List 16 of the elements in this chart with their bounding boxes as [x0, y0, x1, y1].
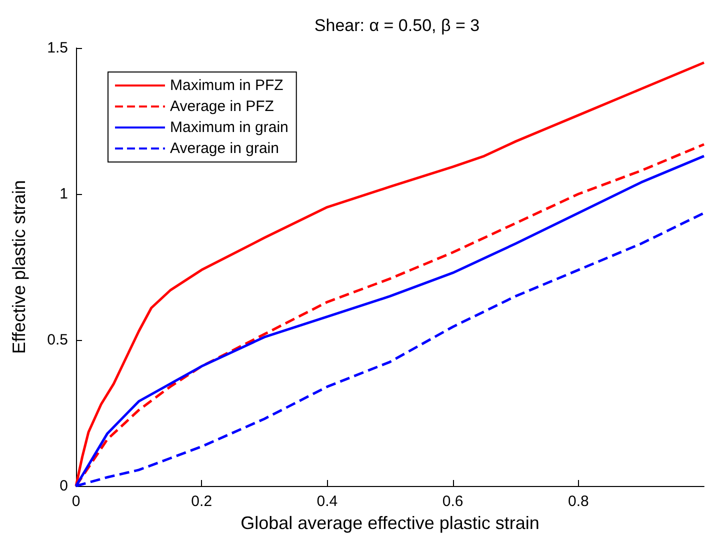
x-tick-label: 0.6 [442, 493, 464, 510]
x-axis-title: Global average effective plastic strain [240, 513, 540, 533]
x-tick-label: 0.8 [568, 493, 589, 510]
legend-label: Average in PFZ [170, 98, 274, 115]
y-tick-label: 1 [60, 186, 68, 202]
legend-label: Average in grain [170, 140, 279, 157]
y-tick-label: 0 [60, 478, 68, 494]
y-tick-label: 1.5 [47, 40, 68, 56]
x-tick-label: 0.2 [191, 493, 212, 510]
y-tick-label: 0.5 [47, 332, 68, 348]
chart-title: Shear: α = 0.50, β = 3 [314, 16, 480, 35]
y-axis-title: Effective plastic strain [9, 180, 29, 354]
legend-label: Maximum in grain [170, 119, 288, 136]
x-tick-label: 0 [72, 493, 80, 510]
legend-label: Maximum in PFZ [170, 77, 284, 94]
x-tick-label: 0.4 [316, 493, 338, 510]
